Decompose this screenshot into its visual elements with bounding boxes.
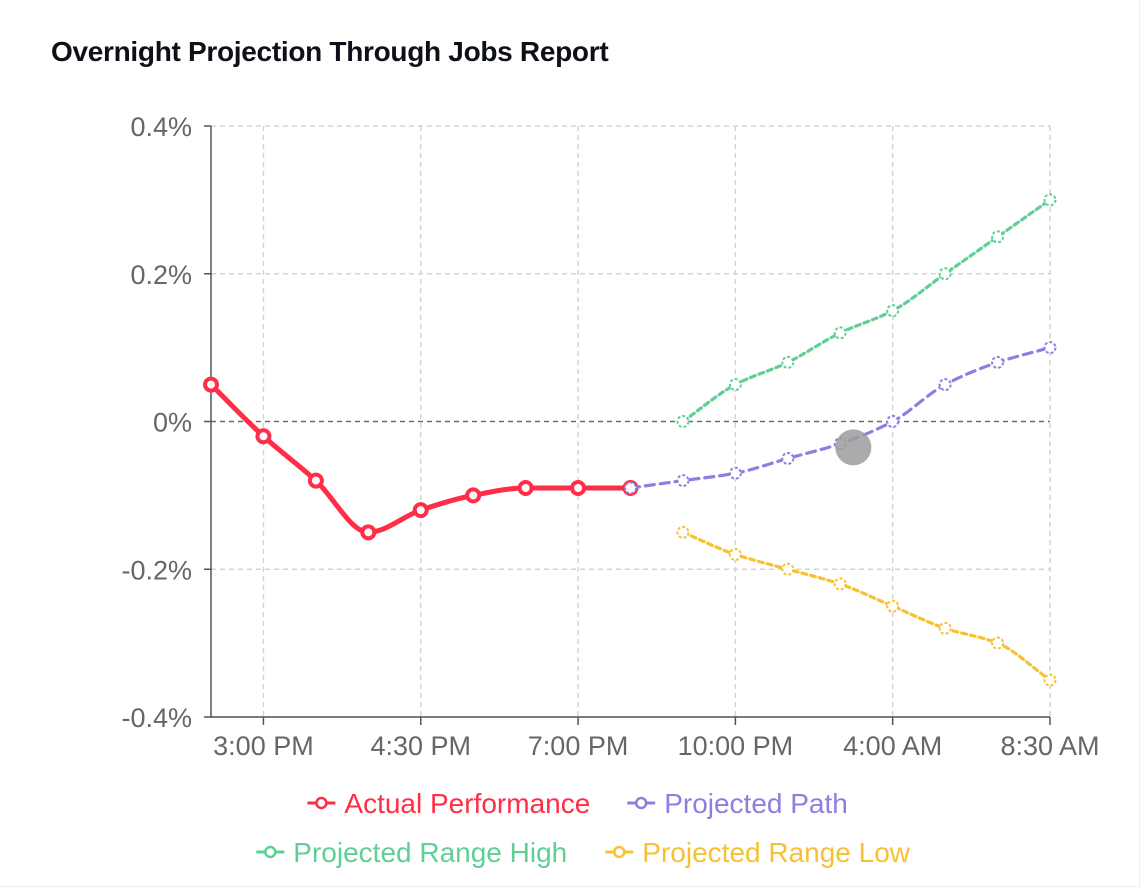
data-point[interactable] [938, 267, 952, 281]
data-point[interactable] [1043, 193, 1057, 207]
data-point[interactable] [255, 428, 272, 445]
data-point[interactable] [412, 502, 429, 519]
legend-item-projected-path[interactable]: Projected Path [627, 788, 848, 819]
data-point[interactable] [465, 487, 482, 504]
series-projected-range-high [676, 193, 1057, 428]
data-point[interactable] [833, 577, 847, 591]
data-point[interactable] [886, 599, 900, 613]
data-point[interactable] [938, 378, 952, 392]
data-point[interactable] [676, 415, 690, 428]
x-tick-label: 4:00 AM [843, 731, 942, 761]
legend-label: Projected Path [664, 788, 848, 819]
series-projected-path [624, 341, 1057, 495]
data-point[interactable] [676, 474, 690, 488]
data-point[interactable] [781, 355, 795, 369]
series-layer [203, 193, 1057, 687]
legend-swatch-marker [613, 845, 626, 859]
data-point[interactable] [728, 378, 742, 392]
y-tick-label: 0.2% [130, 260, 192, 290]
legend-item-projected-range-low[interactable]: Projected Range Low [605, 837, 911, 868]
legend-label: Projected Range Low [642, 837, 911, 868]
hover-marker[interactable] [835, 429, 872, 466]
data-point[interactable] [203, 376, 219, 393]
grid [211, 125, 1051, 718]
data-point[interactable] [781, 562, 795, 576]
data-point[interactable] [1043, 341, 1057, 355]
axes: 0.4% 0.2% 0% -0.2% -0.4% 3:00 PM 4:30 PM 7:00 P… [121, 112, 1099, 761]
y-tick-label: 0% [153, 408, 192, 438]
x-tick-label: 3:00 PM [213, 731, 314, 761]
data-point[interactable] [676, 525, 690, 539]
data-point[interactable] [1043, 673, 1057, 687]
data-point[interactable] [886, 304, 900, 318]
data-point[interactable] [728, 466, 742, 480]
data-point[interactable] [938, 621, 952, 635]
legend-swatch-marker [315, 796, 328, 810]
chart-title: Overnight Projection Through Jobs Report [51, 36, 609, 67]
x-tick-label: 10:00 PM [678, 731, 794, 761]
x-tick-label: 4:30 PM [370, 731, 471, 761]
data-point[interactable] [781, 451, 795, 465]
legend-item-actual-performance[interactable]: Actual Performance [307, 788, 590, 819]
series-actual-performance [203, 376, 639, 541]
y-tick-label: -0.2% [121, 555, 192, 585]
data-point[interactable] [307, 472, 324, 489]
x-tick-label: 7:00 PM [528, 731, 629, 761]
data-point[interactable] [517, 479, 534, 496]
legend-label: Actual Performance [344, 788, 590, 819]
data-point[interactable] [833, 326, 847, 340]
legend-swatch-marker [634, 796, 648, 810]
data-point[interactable] [991, 230, 1005, 244]
data-point[interactable] [360, 524, 377, 541]
series-line-projected-path [628, 346, 1052, 490]
series-projected-range-low [676, 525, 1057, 687]
data-point[interactable] [991, 355, 1005, 369]
x-tick-label: 8:30 AM [1000, 731, 1099, 761]
legend: Actual Performance Projected Path Projecte… [256, 788, 911, 868]
data-point[interactable] [570, 479, 587, 496]
legend-label: Projected Range High [293, 837, 567, 868]
data-point[interactable] [886, 415, 900, 428]
y-tick-label: -0.4% [121, 703, 192, 733]
y-tick-label: 0.4% [130, 112, 192, 142]
data-point[interactable] [728, 547, 742, 561]
legend-swatch-marker [264, 845, 277, 859]
data-point[interactable] [991, 636, 1005, 650]
legend-item-projected-range-high[interactable]: Projected Range High [256, 837, 567, 868]
data-point[interactable] [624, 481, 637, 495]
